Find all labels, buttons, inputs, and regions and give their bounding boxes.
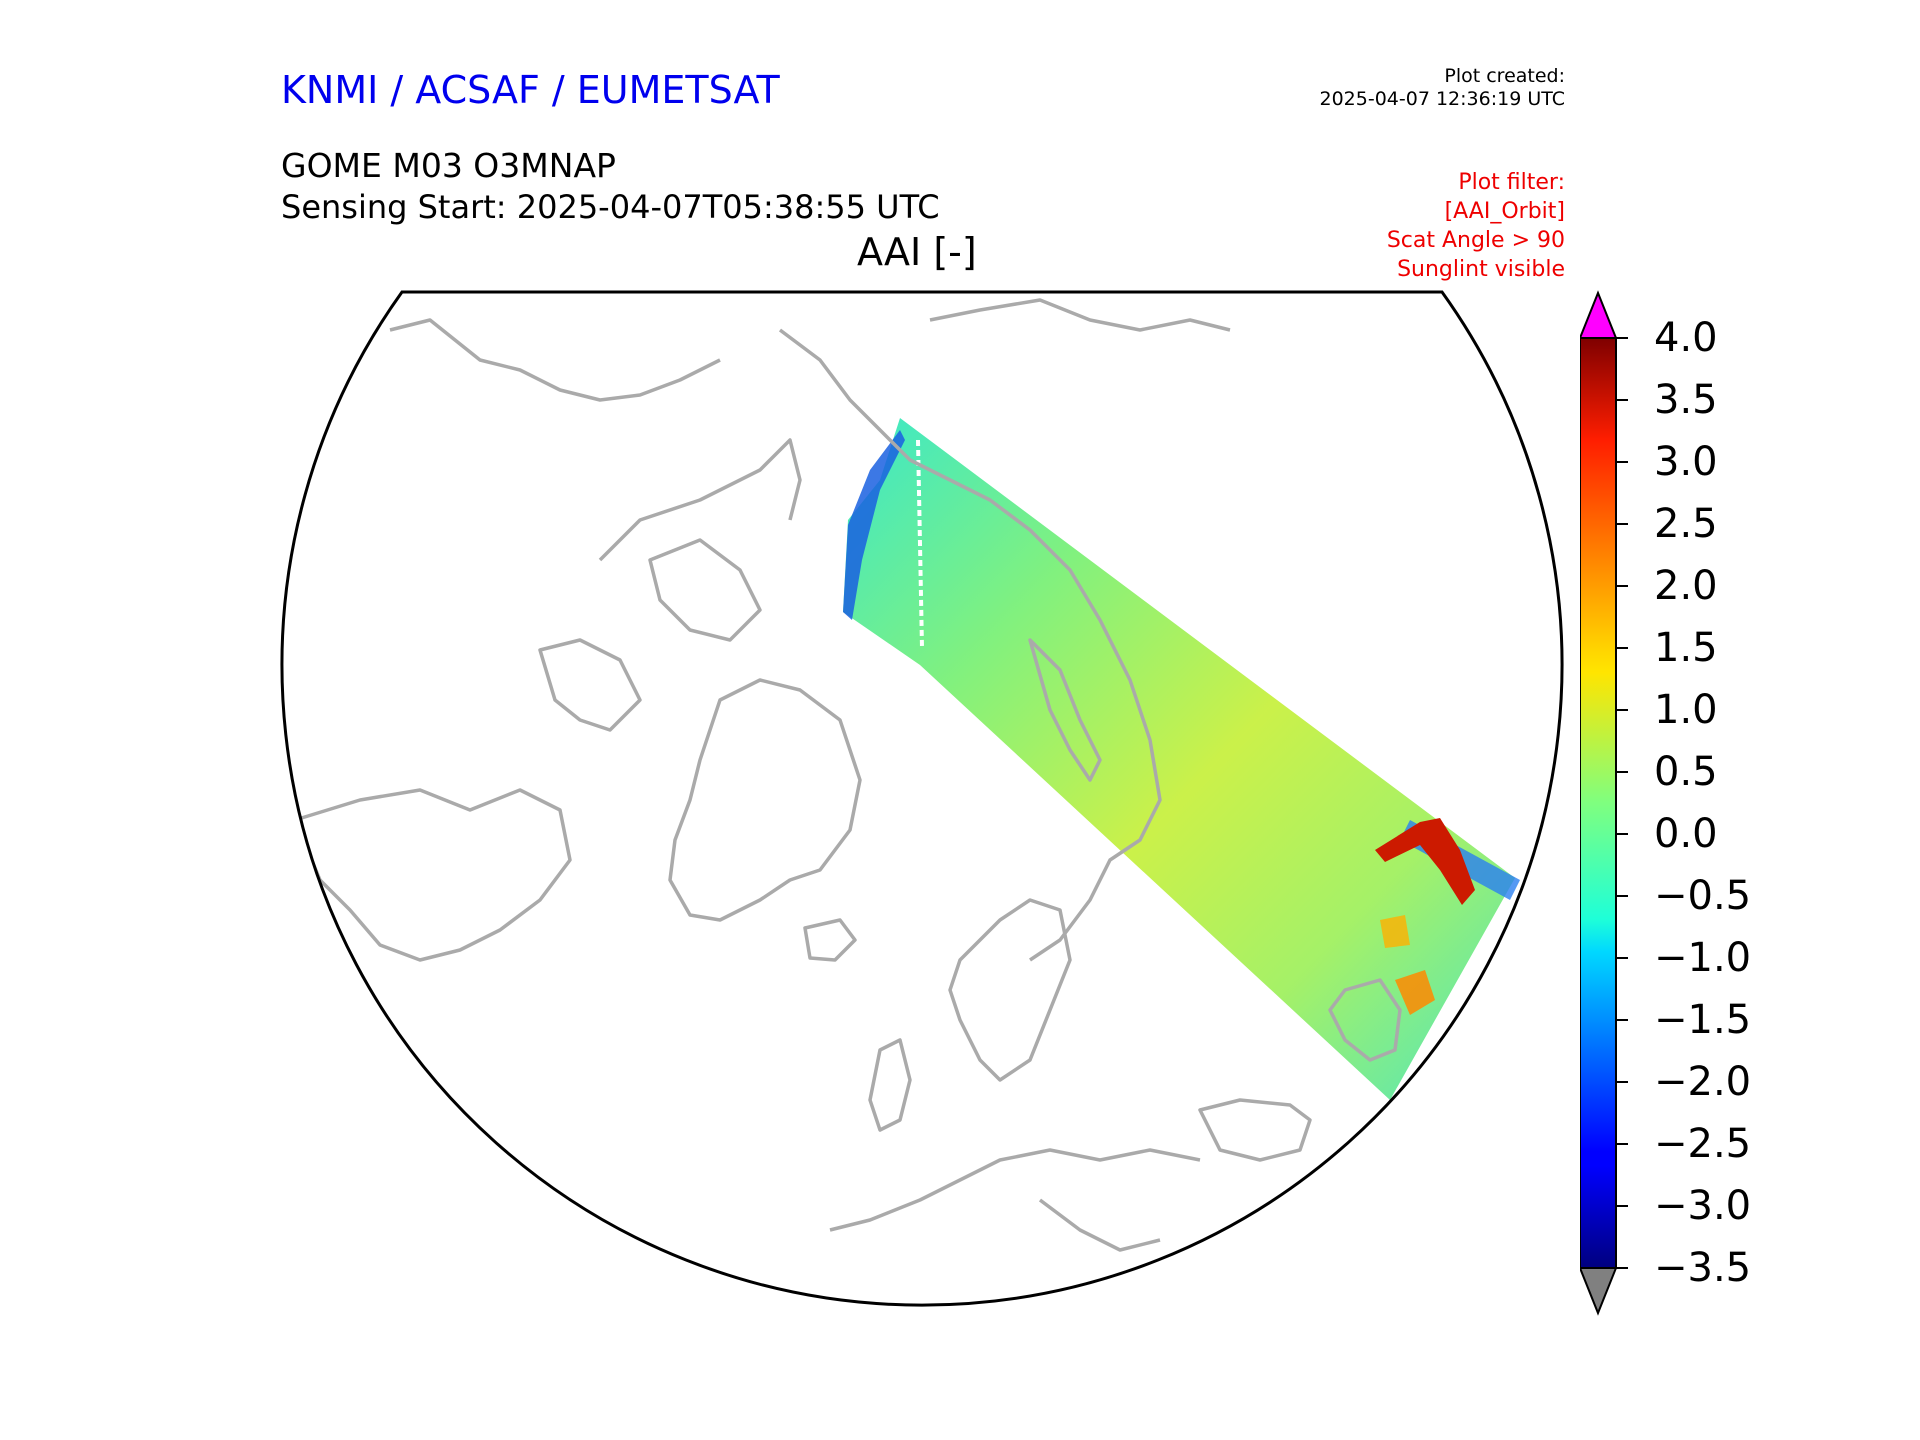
colorbar-tick-label: 2.0 xyxy=(1654,563,1718,609)
aerosol-patch xyxy=(1380,915,1410,948)
coastline-iceland xyxy=(803,918,857,962)
colorbar xyxy=(1580,290,1628,1316)
coastline-canada xyxy=(293,788,572,962)
plot-filter: Plot filter: [AAI_Orbit] Scat Angle > 90… xyxy=(1387,168,1565,284)
filter-line: Plot filter: xyxy=(1458,170,1565,195)
filter-line: Sunglint visible xyxy=(1397,257,1565,282)
colorbar-tick-label: 1.0 xyxy=(1654,687,1718,733)
coastline-arctic-islands xyxy=(538,638,642,732)
aerosol-patch xyxy=(1395,970,1435,1015)
filter-line: Scat Angle > 90 xyxy=(1386,228,1565,253)
colorbar-gradient xyxy=(1580,337,1617,1269)
coastlines xyxy=(293,298,1402,1252)
plot-created-label: Plot created: xyxy=(1444,65,1565,87)
colorbar-tick-label: −1.0 xyxy=(1654,935,1752,981)
coastline-scandinavia xyxy=(948,898,1072,1082)
colorbar-tick-label: 0.0 xyxy=(1654,811,1718,857)
colorbar-tick-label: 0.5 xyxy=(1654,749,1718,795)
colorbar-tick-label: −2.0 xyxy=(1654,1059,1752,1105)
coastline-europe xyxy=(829,1148,1201,1232)
colorbar-tick-label: 1.5 xyxy=(1654,625,1718,671)
colorbar-tick-label: −1.5 xyxy=(1654,997,1752,1043)
colorbar-over-triangle xyxy=(1580,290,1618,339)
coastline-siberia xyxy=(778,328,1162,962)
filter-line: [AAI_Orbit] xyxy=(1444,199,1565,224)
colorbar-ticks xyxy=(1616,337,1628,1269)
coastline-east-siberia xyxy=(929,298,1231,332)
colorbar-tick-label: −3.5 xyxy=(1654,1245,1752,1291)
colorbar-under-triangle xyxy=(1580,1267,1618,1316)
coastline-arctic-islands xyxy=(598,438,802,562)
coastline-central-asia xyxy=(1198,1098,1312,1162)
coastline-british-isles xyxy=(868,1038,912,1132)
coastline-mediterranean xyxy=(1038,1198,1161,1252)
colorbar-tick-label: 3.5 xyxy=(1654,377,1718,423)
orbit-swath xyxy=(843,418,1515,1100)
colorbar-tick-label: −2.5 xyxy=(1654,1121,1752,1167)
colorbar-tick-label: 3.0 xyxy=(1654,439,1718,485)
plot-created-info: Plot created: 2025-04-07 12:36:19 UTC xyxy=(1320,65,1566,111)
coastline-greenland xyxy=(668,678,862,922)
swath-low-edge xyxy=(843,430,905,620)
colorbar-tick-label: −3.0 xyxy=(1654,1183,1752,1229)
map-title: AAI [-] xyxy=(857,230,977,274)
product-name: GOME M03 O3MNAP xyxy=(281,146,616,185)
coastline-alaska xyxy=(389,318,721,402)
organization-title: KNMI / ACSAF / EUMETSAT xyxy=(281,68,780,112)
plot-created-time: 2025-04-07 12:36:19 UTC xyxy=(1319,88,1566,110)
sensing-start: Sensing Start: 2025-04-07T05:38:55 UTC xyxy=(281,188,940,226)
coastline-canadian-archipelago xyxy=(648,538,762,642)
swath-gap xyxy=(916,439,924,649)
coastline-novaya-zemlya xyxy=(1028,638,1102,782)
colorbar-tick-label: 4.0 xyxy=(1654,315,1718,361)
map-boundary xyxy=(280,290,1564,1307)
colorbar-tick-label: 2.5 xyxy=(1654,501,1718,547)
colorbar-tick-label: −0.5 xyxy=(1654,873,1752,919)
aerosol-plume xyxy=(1375,818,1475,905)
coastline-caspian xyxy=(1328,978,1402,1062)
